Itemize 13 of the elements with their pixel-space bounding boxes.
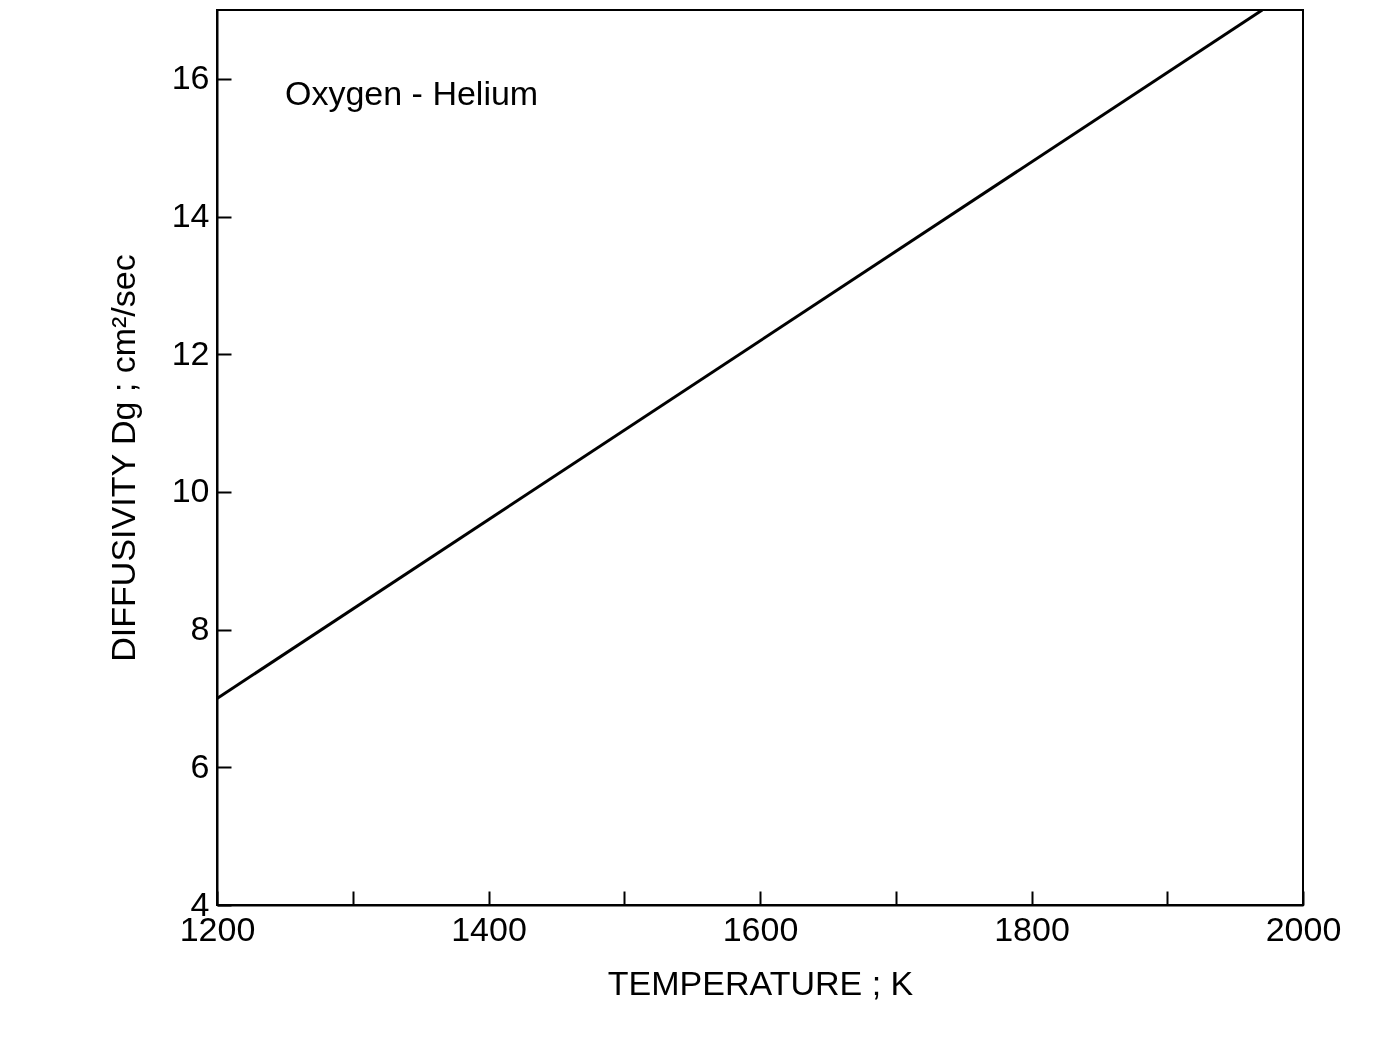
y-tick-label: 6 (190, 746, 210, 785)
y-tick-label: 8 (190, 609, 210, 648)
x-tick-label: 2000 (1265, 909, 1342, 948)
x-tick-label: 1600 (722, 909, 799, 948)
y-tick-label: 10 (171, 471, 210, 510)
y-axis-title: DIFFUSIVITY Dg ; cm²/sec (103, 254, 142, 662)
x-axis-title: TEMPERATURE ; K (607, 963, 914, 1002)
annotation: Oxygen - Helium (285, 74, 539, 112)
y-tick-label: 12 (171, 333, 210, 372)
x-tick-label: 1800 (994, 909, 1070, 948)
x-tick-label: 1400 (451, 909, 527, 948)
y-tick-label: 16 (171, 58, 210, 97)
y-tick-label: 14 (171, 196, 210, 235)
